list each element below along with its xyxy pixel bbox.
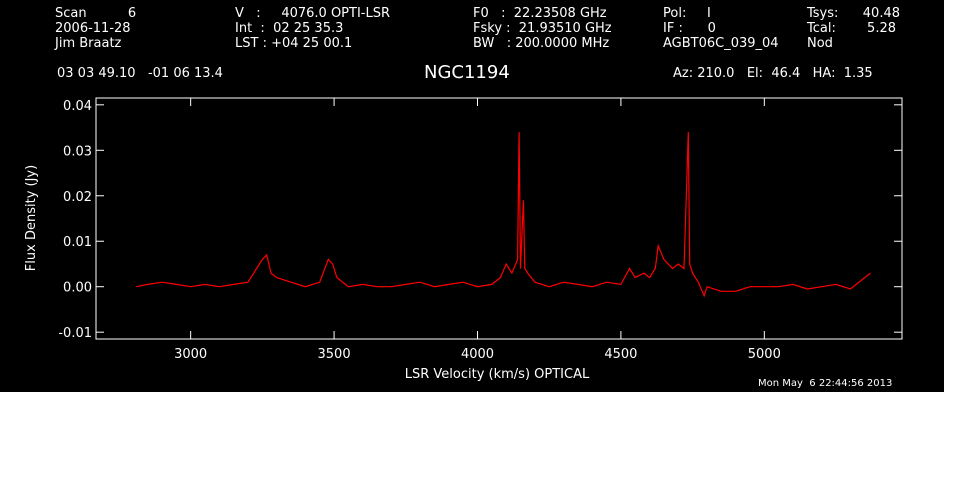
y-tick-label: 0.03 <box>63 144 92 159</box>
plot-window: Scan 6 2006-11-28 Jim Braatz V : 4076.0 … <box>0 0 944 392</box>
y-tick-label: -0.01 <box>58 326 92 341</box>
sky-frequency-label: Fsky : 21.93510 GHz <box>473 21 612 36</box>
y-tick-label: 0.01 <box>63 235 92 250</box>
y-axis-label: Flux Density (Jy) <box>24 165 39 271</box>
observer-label: Jim Braatz <box>55 36 122 51</box>
spectrum-line-0 <box>136 132 871 298</box>
integration-label: Int : 02 25 35.3 <box>235 21 344 36</box>
tsys-label: Tsys: <box>807 6 839 21</box>
project-label: AGBT06C_039_04 <box>663 36 779 51</box>
tcal-value: 5.28 <box>867 21 896 36</box>
x-tick-group: 3000 3500 4000 4500 5000 <box>174 98 781 362</box>
lst-label: LST : +04 25 00.1 <box>235 36 353 51</box>
spectrum-chart: 3000 3500 4000 4500 5000 -0.01 0.00 0.01 0.02 0.… <box>24 97 903 382</box>
x-tick-label: 3500 <box>318 347 351 362</box>
date-label: 2006-11-28 <box>55 21 131 36</box>
spectrum-trace-group <box>136 132 871 298</box>
plot-timestamp: Mon May 6 22:44:56 2013 <box>758 378 893 389</box>
tsys-value: 40.48 <box>862 6 900 21</box>
polarization-label: Pol: I <box>663 6 711 21</box>
x-tick-label: 5000 <box>748 347 781 362</box>
y-tick-label: 0.04 <box>63 99 92 114</box>
y-tick-group: -0.01 0.00 0.01 0.02 0.03 0.04 <box>58 99 902 341</box>
velocity-label: V : 4076.0 OPTI-LSR <box>235 6 391 21</box>
y-tick-label: 0.02 <box>63 190 92 205</box>
plot-frame <box>95 97 903 340</box>
rest-frequency-label: F0 : 22.23508 GHz <box>473 6 607 21</box>
y-tick-label: 0.00 <box>63 281 92 296</box>
scan-label: Scan 6 <box>55 6 137 21</box>
az-el-ha-label: Az: 210.0 El: 46.4 HA: 1.35 <box>673 66 873 81</box>
x-axis-label: LSR Velocity (km/s) OPTICAL <box>405 367 590 382</box>
if-label: IF : 0 <box>663 21 716 36</box>
x-tick-label: 4000 <box>461 347 494 362</box>
coordinates-label: 03 03 49.10 -01 06 13.4 <box>57 66 223 81</box>
x-tick-label: 3000 <box>174 347 207 362</box>
tcal-label: Tcal: <box>807 21 836 36</box>
x-tick-label: 4500 <box>604 347 637 362</box>
source-name: NGC1194 <box>424 62 510 83</box>
bandwidth-label: BW : 200.0000 MHz <box>473 36 610 51</box>
nod-label: Nod <box>807 36 833 51</box>
